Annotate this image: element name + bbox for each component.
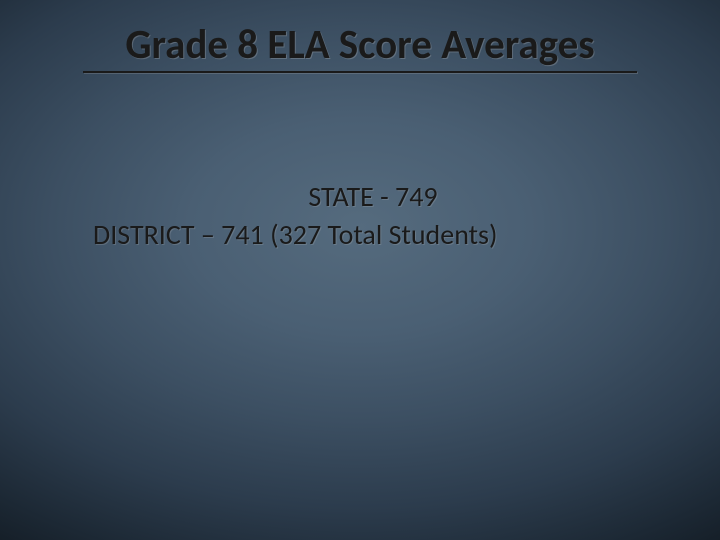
slide-title: Grade 8 ELA Score Averages bbox=[0, 20, 720, 70]
district-score-line: DISTRICT – 741 (327 Total Students) bbox=[93, 216, 653, 254]
body-text: STATE - 749 DISTRICT – 741 (327 Total St… bbox=[93, 178, 653, 254]
title-underline bbox=[83, 71, 637, 73]
state-score-line: STATE - 749 bbox=[93, 178, 653, 216]
slide: Grade 8 ELA Score Averages STATE - 749 D… bbox=[0, 0, 720, 540]
